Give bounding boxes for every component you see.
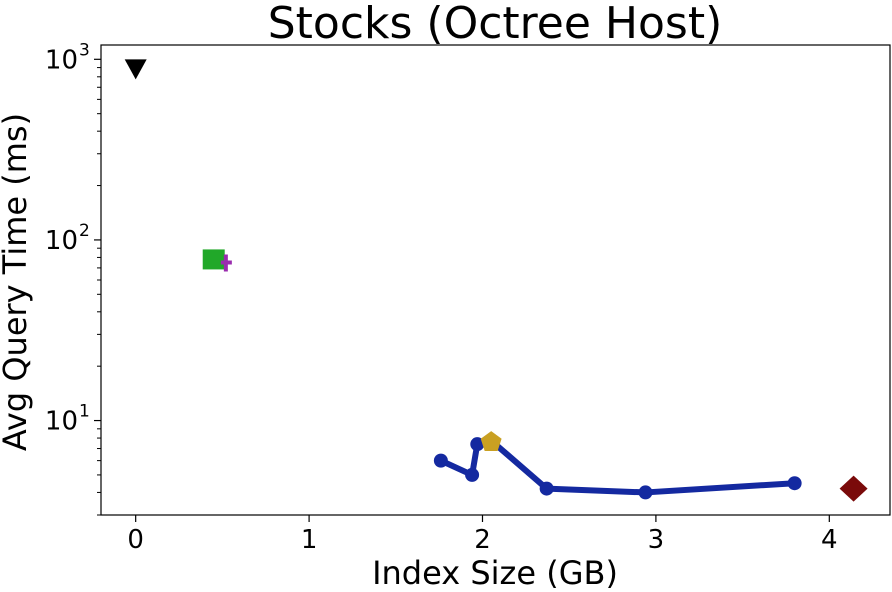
y-tick-label: 10 [45,226,78,256]
data-point-circle [787,476,802,491]
data-point-circle [539,481,554,496]
data-point-triangle [124,59,147,80]
y-tick-label: 10 [45,407,78,437]
plot-area [124,59,868,502]
data-point-square [202,249,225,270]
x-tick-label: 3 [648,525,665,555]
data-point-diamond [839,475,868,502]
data-point-circle [433,453,448,468]
y-tick-exponent: 2 [79,221,90,241]
y-tick-exponent: 3 [79,40,90,60]
x-tick-label: 0 [127,525,144,555]
data-point-plus [220,254,232,272]
x-tick-label: 1 [301,525,318,555]
y-axis-label: Avg Query Time (ms) [0,113,34,451]
x-tick-label: 4 [821,525,838,555]
data-point-pentagon [480,431,502,451]
data-point-circle [638,485,653,500]
y-tick-exponent: 1 [79,402,90,422]
x-tick-label: 2 [474,525,491,555]
x-axis-label: Index Size (GB) [372,554,618,592]
y-tick-label: 10 [45,45,78,75]
data-point-circle [470,437,485,452]
data-point-circle [465,467,480,482]
chart-title: Stocks (Octree Host) [268,0,723,49]
